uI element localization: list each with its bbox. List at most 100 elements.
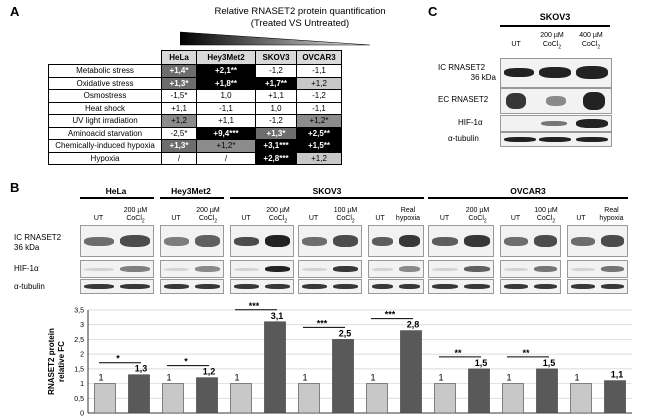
bar <box>230 383 252 414</box>
bar-value-label: 1 <box>574 373 579 383</box>
bar <box>128 374 150 414</box>
significance-stars: ** <box>454 348 462 358</box>
bar-value-label: 1,5 <box>475 358 488 368</box>
table-corner <box>48 50 162 65</box>
panel-a-title-line2: (Treated VS Untreated) <box>250 18 350 29</box>
panel-b-ic-label: IC RNASET2 36 kDa <box>14 233 61 253</box>
lane-label-ut: UT <box>439 215 450 222</box>
y-axis-label: RNASET2 proteinrelative FC <box>47 328 66 395</box>
blot-hif <box>500 260 561 278</box>
blot-tub <box>80 279 154 294</box>
group-hey3met2: Hey3Met2 <box>171 186 211 196</box>
stress-row-label: Heat shock <box>48 101 162 115</box>
bar-value-label: 1,2 <box>203 367 216 377</box>
lane-label-real-hypoxia: Real hypoxia <box>599 207 624 222</box>
panel-b-tub-label: α-tubulin <box>14 282 45 291</box>
stress-row: Oxidative stress +1,3* +1,8** +1,7** +1,2 <box>48 76 342 90</box>
blot-tub <box>298 279 362 294</box>
stress-cell: -1,5* <box>161 89 197 103</box>
stress-row-label: Aminoacid starvation <box>48 126 162 140</box>
blot-ic <box>230 225 294 257</box>
y-tick-label: 0 <box>80 411 84 418</box>
bar <box>536 368 558 414</box>
blot-tub <box>160 279 224 294</box>
panel-c-lane-200: 200 µM CoCl2 <box>534 31 570 52</box>
stress-row-label: Hypoxia <box>48 151 162 165</box>
y-tick-label: 2,5 <box>74 337 84 344</box>
col-hela: HeLa <box>161 50 197 65</box>
stress-cell: -1,1 <box>296 64 342 78</box>
panel-c-cell-line: SKOV3 <box>539 12 571 22</box>
lane-label-cocl: 200 µM CoCl2 <box>123 207 148 225</box>
stress-cell: -1,2 <box>255 64 297 78</box>
stress-cell: +1,8** <box>196 76 256 90</box>
blot-ic <box>500 225 561 257</box>
panel-c-lane-400-conc: 400 µM <box>579 32 603 39</box>
lane-label-cocl: 100 µM CoCl2 <box>333 207 358 225</box>
bar-value-label: 1 <box>98 373 103 383</box>
panel-c-ec-label: EC RNASET2 <box>438 95 489 104</box>
significance-stars: *** <box>317 318 328 328</box>
y-tick-label: 2 <box>80 352 84 359</box>
panel-b-hif-label: HIF-1α <box>14 264 39 273</box>
blot-tub <box>230 279 294 294</box>
bar <box>162 383 184 414</box>
panel-c-lane-ut: UT <box>511 41 521 48</box>
stress-cell: +1,3* <box>255 126 297 140</box>
panel-c-ic-label: IC RNASET2 36 kDa <box>438 63 496 83</box>
group-hela: HeLa <box>105 186 127 196</box>
lane-label-ut: UT <box>241 215 251 222</box>
significance-stars: * <box>116 354 120 364</box>
panel-c-blot-tub <box>500 132 612 147</box>
stress-row-label: UV light irradiation <box>48 114 162 128</box>
blot-tub <box>428 279 494 294</box>
stress-cell: -1,1 <box>296 101 342 115</box>
panel-a-letter: A <box>10 4 20 19</box>
bar-value-label: 1 <box>506 373 511 383</box>
lane-label-cocl: 200 µM CoCl2 <box>465 207 490 225</box>
bar <box>196 377 218 414</box>
blot-ic <box>160 225 224 257</box>
bar <box>264 321 286 414</box>
significance-stars: * <box>184 357 188 367</box>
lane-label-ut: UT <box>375 215 385 222</box>
panel-c-ic-label-line2: 36 kDa <box>470 73 496 82</box>
col-skov3: SKOV3 <box>255 50 297 65</box>
y-tick-label: 1,5 <box>74 366 84 373</box>
blot-ic <box>368 225 424 257</box>
lane-label-ut: UT <box>308 215 319 222</box>
panel-b-letter: B <box>10 180 20 195</box>
lane-label-cocl: 200 µM CoCl2 <box>266 207 290 225</box>
stress-cell: -1,2 <box>296 89 342 103</box>
significance-stars: *** <box>385 310 396 320</box>
bar <box>298 383 320 414</box>
bar-value-label: 1 <box>370 373 375 383</box>
panel-c-letter: C <box>428 4 438 19</box>
bar <box>332 339 354 414</box>
blot-hif <box>230 260 294 278</box>
panel-c-ic-label-line1: IC RNASET2 <box>438 63 486 72</box>
stress-cell: +2,8*** <box>255 151 297 165</box>
col-hey3met2: Hey3Met2 <box>196 50 256 65</box>
stress-cell: +1,1 <box>255 89 297 103</box>
group-skov3: SKOV3 <box>312 186 342 196</box>
lane-label-cocl: 200 µM CoCl2 <box>196 207 220 225</box>
stress-cell: +3,1*** <box>255 139 297 153</box>
panel-c-lane-200-conc: 200 µM <box>540 32 564 39</box>
lane-label-real-hypoxia: Real hypoxia <box>395 207 421 222</box>
bar <box>94 383 116 414</box>
bar <box>570 383 592 414</box>
stress-row: Metabolic stress +1,4* +2,1** -1,2 -1,1 <box>48 64 342 78</box>
y-tick-label: 1 <box>80 381 84 388</box>
bar <box>366 383 388 414</box>
y-tick-label: 3 <box>80 322 84 329</box>
stress-cell: -1,2 <box>255 114 297 128</box>
bar <box>468 368 490 414</box>
intensity-gradient-wedge <box>180 31 370 46</box>
panel-c-lane-200-cocl: CoCl2 <box>542 41 562 51</box>
stress-cell: 1,0 <box>255 101 297 115</box>
blot-tub <box>368 279 424 294</box>
panel-a-title: Relative RNASET2 protein quantification … <box>200 6 400 30</box>
bar-value-label: 2,5 <box>339 328 352 338</box>
stress-table-header: HeLa Hey3Met2 SKOV3 OVCAR3 <box>48 50 342 65</box>
